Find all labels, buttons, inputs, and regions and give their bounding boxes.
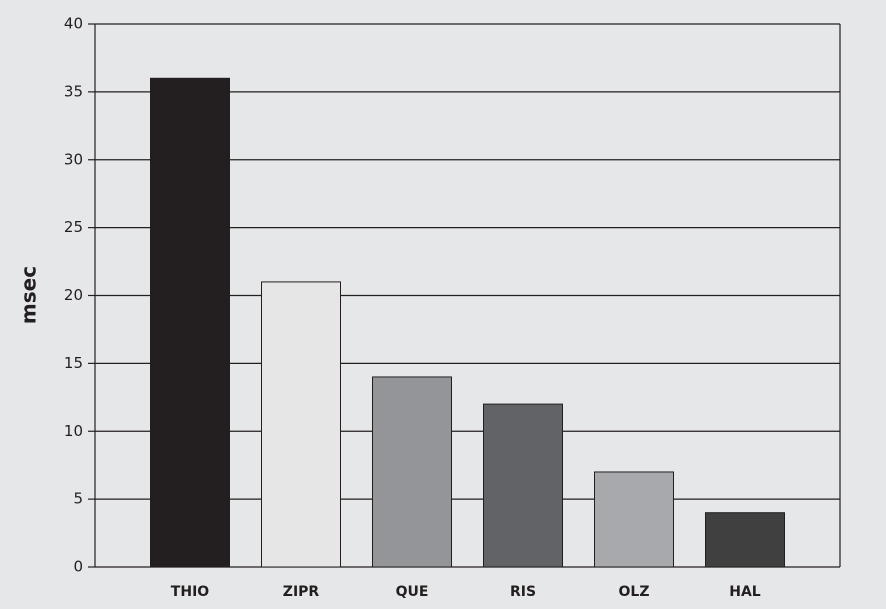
x-tick-label: RIS — [510, 584, 536, 600]
y-axis-label: msec — [17, 266, 41, 324]
y-tick-label: 30 — [64, 150, 83, 168]
y-tick-label: 10 — [64, 422, 83, 440]
y-tick-label: 20 — [64, 286, 83, 304]
x-tick-label: THIO — [171, 584, 209, 600]
y-tick-label: 25 — [64, 218, 83, 236]
y-tick-label: 5 — [73, 490, 83, 508]
x-tick-label: OLZ — [619, 584, 650, 600]
bar — [705, 512, 785, 568]
x-tick-label: QUE — [396, 584, 429, 600]
y-tick-label: 40 — [64, 15, 83, 33]
x-tick-label: ZIPR — [283, 584, 320, 600]
bar — [150, 77, 230, 568]
y-tick-label: 0 — [73, 558, 83, 576]
x-tick-label: HAL — [729, 584, 761, 600]
bar — [372, 376, 452, 568]
y-tick-label: 35 — [64, 82, 83, 100]
y-tick-label: 15 — [64, 354, 83, 372]
bar — [261, 281, 341, 568]
bar — [483, 403, 563, 568]
bar — [594, 471, 674, 568]
